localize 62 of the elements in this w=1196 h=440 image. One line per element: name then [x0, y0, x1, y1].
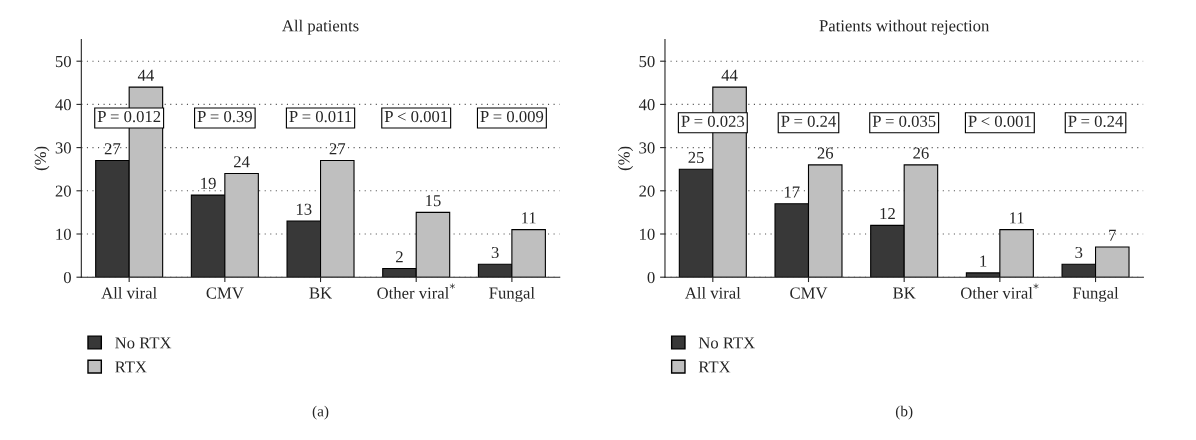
y-tick-label: 10 — [56, 228, 71, 240]
annotation: P = 0.035 — [872, 115, 936, 127]
data-label: 25 — [688, 151, 704, 164]
annotation: P < 0.001 — [968, 115, 1031, 127]
y-tick-label: 40 — [55, 99, 71, 111]
data-label: 1 — [980, 255, 987, 267]
data-label: 3 — [1075, 246, 1083, 259]
annotation: P = 0.39 — [197, 110, 252, 123]
data-label: 2 — [396, 251, 403, 263]
legend-label: RTX — [115, 361, 147, 373]
x-tick-label: Fungal — [1072, 286, 1119, 303]
text: (a) — [312, 405, 329, 420]
y-axis-title: (%) — [617, 146, 634, 171]
y-tick-label: 0 — [63, 271, 71, 284]
x-tick-label: BK — [893, 287, 916, 299]
legend-label: No RTX — [698, 337, 755, 349]
data-label: 3 — [491, 246, 499, 259]
y-tick-label: 0 — [647, 271, 655, 284]
annotation: P < 0.001 — [384, 110, 448, 123]
y-tick-label: 20 — [639, 185, 655, 197]
data-label: 12 — [880, 208, 895, 220]
data-label: 19 — [201, 177, 216, 189]
y-tick-label: 50 — [639, 55, 655, 68]
data-label: 44 — [137, 69, 154, 81]
data-label: 26 — [913, 147, 929, 159]
y-tick-label: 40 — [638, 99, 655, 111]
x-tick-label: Fungal — [489, 286, 535, 303]
y-tick-label: 50 — [55, 55, 71, 68]
data-label: 44 — [721, 69, 738, 81]
legend-label: RTX — [698, 361, 731, 373]
data-label: 7 — [1109, 229, 1116, 241]
y-tick-label: 30 — [55, 142, 71, 154]
annotation: P = 0.24 — [1068, 115, 1124, 127]
y-tick-label: 10 — [640, 228, 655, 240]
text: (b) — [895, 405, 913, 420]
data-label: 17 — [784, 186, 800, 198]
data-label: 15 — [426, 195, 441, 207]
x-tick-label: BK — [309, 287, 332, 299]
legend-label: No RTX — [115, 337, 172, 349]
chart-title: All patients — [282, 19, 359, 35]
annotation: P = 0.012 — [97, 110, 161, 123]
data-label: 11 — [522, 212, 536, 224]
y-tick-label: 20 — [55, 185, 71, 197]
data-label: 26 — [817, 147, 834, 159]
data-label: 13 — [296, 203, 312, 215]
x-tick-label: CMV — [206, 287, 244, 299]
data-label: 27 — [104, 143, 121, 155]
chart-title: Patients without rejection — [819, 19, 990, 35]
x-tick-label: All viral — [101, 286, 157, 299]
annotation: P = 0.24 — [781, 115, 837, 127]
data-label: 27 — [329, 143, 346, 155]
annotation: P = 0.009 — [480, 110, 544, 123]
x-tick-label: All viral — [684, 286, 741, 299]
data-label: 24 — [233, 156, 250, 168]
y-tick-label: 30 — [639, 142, 655, 154]
x-tick-label: Other viral$^{*}$ — [377, 283, 455, 299]
annotation: P = 0.023 — [681, 115, 745, 127]
x-tick-label: CMV — [790, 287, 828, 299]
x-tick-label: Other viral$^{*}$ — [960, 283, 1039, 299]
annotation: P = 0.011 — [289, 110, 352, 123]
data-label: 11 — [1010, 212, 1024, 224]
y-axis-title: (%) — [34, 146, 50, 171]
